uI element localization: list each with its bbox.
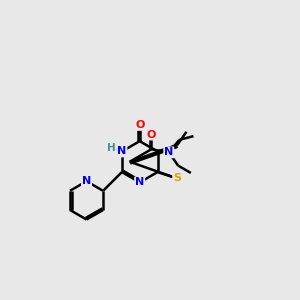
Text: N: N (135, 177, 144, 188)
Text: H: H (107, 142, 116, 153)
Text: N: N (82, 176, 91, 186)
Text: O: O (147, 130, 156, 140)
Text: S: S (173, 173, 181, 184)
Text: N: N (164, 147, 173, 157)
Text: O: O (135, 120, 144, 130)
Text: N: N (117, 146, 127, 157)
